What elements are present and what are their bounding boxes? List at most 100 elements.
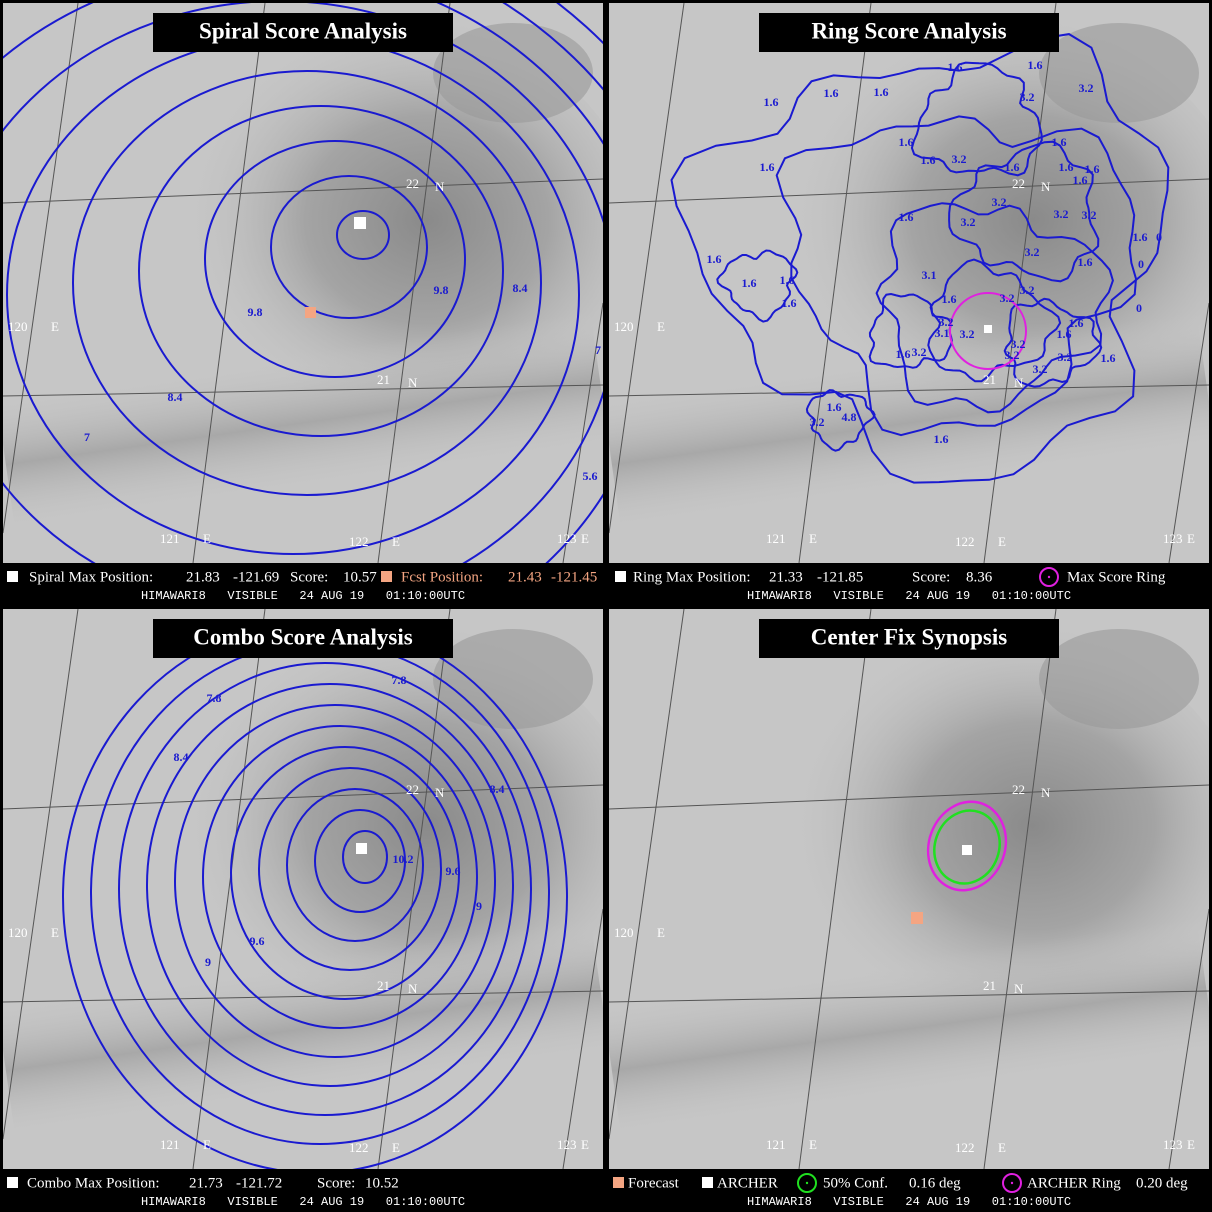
contour-label: 1.6 <box>742 276 757 290</box>
contour-label: 8.4 <box>513 281 528 295</box>
contour <box>775 115 1138 437</box>
legend-text: 10.52 <box>365 1175 399 1191</box>
grid-label: 121 <box>766 1137 786 1152</box>
grid-label: 21 <box>983 978 996 993</box>
contour-label: 3.2 <box>1011 337 1026 351</box>
graticule <box>609 3 685 534</box>
contour-label: 1.6 <box>899 210 914 224</box>
graticule <box>983 609 1057 1169</box>
cloud-band <box>609 917 1209 1141</box>
contour-label: 1.6 <box>1133 230 1148 244</box>
contour <box>270 175 428 319</box>
contour <box>286 788 424 942</box>
grid-label: E <box>51 319 59 334</box>
combo-max-marker <box>356 843 367 854</box>
forecast-marker <box>911 912 923 924</box>
legend-text: Ring Max Position: <box>633 569 751 585</box>
cloud-shade <box>433 629 593 729</box>
legend-text: Spiral Max Position: <box>29 569 153 585</box>
contour <box>230 746 460 1000</box>
contour-label: 0 <box>1138 257 1144 271</box>
legend-icon <box>7 1177 18 1188</box>
graticule <box>3 384 603 397</box>
legend-icon <box>1039 567 1059 587</box>
grid-label: 122 <box>955 534 975 549</box>
grid-label: N <box>435 785 445 800</box>
contour-label: 4.8 <box>842 410 857 424</box>
contour-label: 3.2 <box>810 415 825 429</box>
grid-label: N <box>1041 785 1051 800</box>
contour-label: 9.6 <box>446 864 461 878</box>
contour-label: 1.6 <box>948 60 963 74</box>
contour-label: 3.2 <box>1033 362 1048 376</box>
grid-label: E <box>203 1137 211 1152</box>
footer <box>609 563 1209 603</box>
grid-label: E <box>809 531 817 546</box>
contour <box>138 105 504 437</box>
contour-label: 3.2 <box>992 195 1007 209</box>
legend-text: Fcst Position: <box>401 569 483 585</box>
panel: 120 E 121 E 122 E 123 E 22 N 21 N 7.8 7.8 8.4 8.4 10.2 9.… <box>3 609 603 1209</box>
grid-label: 122 <box>349 1140 369 1155</box>
contour <box>146 683 514 1087</box>
contour <box>204 140 466 378</box>
contour-label: 3.2 <box>961 215 976 229</box>
contour-label: 1.6 <box>921 153 936 167</box>
grid-label: N <box>1014 981 1024 996</box>
legend-text: 10.57 <box>343 569 377 585</box>
contour-label: 10.2 <box>393 852 414 866</box>
contour <box>670 33 1170 484</box>
contour-label: 3.2 <box>960 327 975 341</box>
contour-label: 7 <box>595 343 601 357</box>
caption: HIMAWARI8 VISIBLE 24 AUG 19 01:10:00UTC <box>141 1195 465 1209</box>
grid-label: E <box>1187 531 1195 546</box>
contour-label: 3.2 <box>912 345 927 359</box>
grid-label: N <box>435 179 445 194</box>
graticule <box>798 3 872 563</box>
legend-icon <box>797 1173 817 1193</box>
contour <box>258 767 442 971</box>
contour-label: 7 <box>84 430 90 444</box>
grid-label: 120 <box>8 925 28 940</box>
contour-label: 3.2 <box>1025 245 1040 259</box>
legend-text: Max Score Ring <box>1067 569 1166 585</box>
contour <box>910 61 1043 177</box>
contour <box>336 210 390 260</box>
graticule <box>1168 908 1209 1169</box>
grid-label: E <box>998 1140 1006 1155</box>
grid-label: E <box>51 925 59 940</box>
contour-label: 3.1 <box>922 268 937 282</box>
grid-label: 120 <box>614 925 634 940</box>
graticule <box>609 178 1209 204</box>
contour-label: 1.6 <box>1057 327 1072 341</box>
legend-text: Combo Max Position: <box>27 1175 160 1191</box>
legend-text: Score: <box>317 1175 355 1191</box>
grid-label: 120 <box>8 319 28 334</box>
forecast-marker <box>305 307 316 318</box>
legend-text: 8.36 <box>966 569 993 585</box>
grid-label: E <box>203 531 211 546</box>
panel-title: Center Fix Synopsis <box>811 624 1007 649</box>
cloud-band <box>3 917 603 1141</box>
contour-label: 1.6 <box>1101 351 1116 365</box>
ring-max-marker <box>984 325 992 333</box>
contour <box>868 292 953 369</box>
contour-label: 3.2 <box>1020 283 1035 297</box>
contour-label: 3.2 <box>1020 90 1035 104</box>
grid-label: E <box>392 534 400 549</box>
contour-label: 1.6 <box>934 432 949 446</box>
contour <box>174 704 496 1058</box>
cloud-shade <box>1039 23 1199 123</box>
grid-label: E <box>809 1137 817 1152</box>
grid-label: 22 <box>1012 176 1025 191</box>
confidence-ellipse <box>933 809 1001 885</box>
cloud-shade <box>433 23 593 123</box>
legend-text: Score: <box>290 569 328 585</box>
legend-icon <box>1010 1181 1014 1185</box>
graticule <box>562 908 603 1169</box>
contour-label: 8.4 <box>490 782 505 796</box>
legend-text: 21.43 <box>508 569 542 585</box>
archer-ring <box>926 800 1008 892</box>
legend-icon <box>615 571 626 582</box>
